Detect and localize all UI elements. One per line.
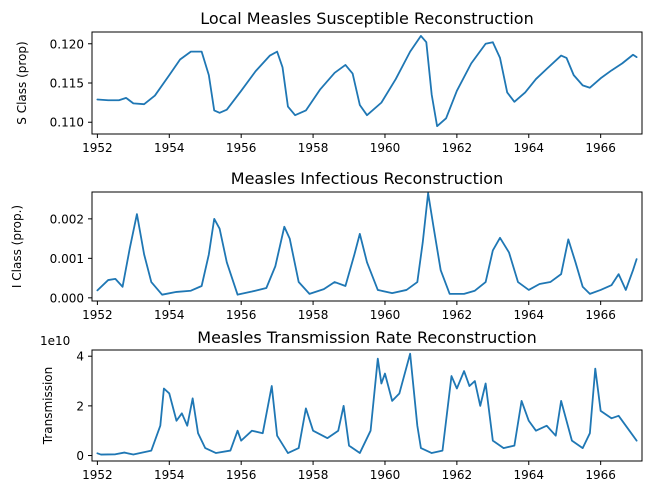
x-tick-label: 1956	[226, 308, 257, 322]
x-tick-label: 1966	[585, 308, 616, 322]
x-tick-label: 1962	[442, 308, 473, 322]
chart-title: Measles Transmission Rate Reconstruction	[197, 328, 536, 347]
plot-frame	[91, 31, 643, 135]
y-axis-offset-text: 1e10	[40, 334, 70, 348]
plot-frame	[91, 191, 643, 302]
x-tick-label: 1964	[513, 141, 544, 155]
x-tick-label: 1962	[442, 141, 473, 155]
y-axis-label: I Class (prop.)	[10, 205, 24, 288]
y-tick-label: 2	[76, 399, 84, 413]
x-tick-label: 1958	[298, 308, 329, 322]
y-tick-label: 0.110	[50, 116, 84, 130]
series-line	[96, 35, 638, 128]
x-tick-label: 1956	[226, 468, 257, 482]
chart-panel-1: Local Measles Susceptible Reconstruction…	[15, 9, 643, 155]
x-tick-label: 1954	[154, 141, 185, 155]
chart-title: Local Measles Susceptible Reconstruction	[200, 9, 533, 28]
x-tick-label: 1952	[82, 141, 113, 155]
chart-panel-3: Measles Transmission Rate Reconstruction…	[40, 328, 643, 482]
x-tick-label: 1964	[513, 308, 544, 322]
x-tick-label: 1964	[513, 468, 544, 482]
x-tick-label: 1958	[298, 468, 329, 482]
x-tick-label: 1954	[154, 468, 185, 482]
y-axis-label: Transmission	[41, 367, 55, 446]
x-tick-label: 1960	[370, 141, 401, 155]
x-tick-label: 1966	[585, 141, 616, 155]
series-line	[96, 192, 638, 296]
y-tick-label: 4	[76, 350, 84, 364]
x-tick-label: 1958	[298, 141, 329, 155]
y-tick-label: 0	[76, 449, 84, 463]
x-tick-label: 1952	[82, 468, 113, 482]
x-tick-label: 1956	[226, 141, 257, 155]
y-tick-label: 0.001	[50, 252, 84, 266]
y-axis-label: S Class (prop)	[15, 41, 29, 124]
x-tick-label: 1960	[370, 308, 401, 322]
x-tick-label: 1952	[82, 308, 113, 322]
x-tick-label: 1962	[442, 468, 473, 482]
y-tick-label: 0.000	[50, 291, 84, 305]
x-tick-label: 1960	[370, 468, 401, 482]
series-line	[96, 352, 638, 456]
chart-title: Measles Infectious Reconstruction	[231, 169, 503, 188]
y-tick-label: 0.002	[50, 212, 84, 226]
chart-panel-2: Measles Infectious Reconstruction I Class…	[10, 169, 643, 322]
y-tick-label: 0.115	[50, 77, 84, 91]
x-tick-label: 1954	[154, 308, 185, 322]
x-tick-label: 1966	[585, 468, 616, 482]
y-tick-label: 0.120	[50, 37, 84, 51]
